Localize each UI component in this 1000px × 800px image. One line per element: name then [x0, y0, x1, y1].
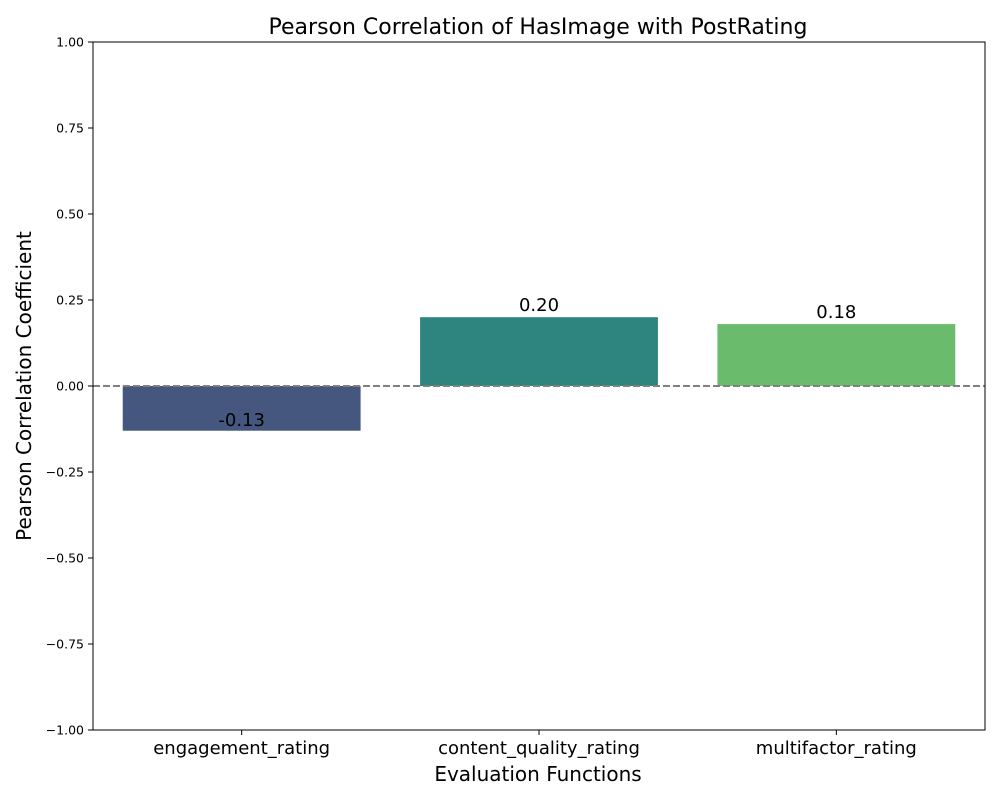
y-tick-label: −0.50	[46, 551, 84, 566]
y-tick-label: −1.00	[46, 723, 84, 738]
x-tick-label-content_quality_rating: content_quality_rating	[438, 738, 640, 759]
y-tick-label: −0.75	[46, 637, 84, 652]
y-tick-label: −0.25	[46, 465, 84, 480]
bar-multifactor_rating	[717, 324, 956, 386]
y-tick-label: 0.25	[56, 293, 84, 308]
y-tick-label: 0.50	[56, 207, 84, 222]
y-tick-label: 0.75	[56, 121, 84, 136]
bar-content_quality_rating	[420, 317, 658, 386]
x-tick-label-engagement_rating: engagement_rating	[153, 738, 330, 759]
y-tick-label: 1.00	[56, 35, 84, 50]
data-label-multifactor_rating: 0.18	[816, 302, 856, 323]
x-axis-label: Evaluation Functions	[434, 762, 641, 786]
bar-engagement_rating	[122, 386, 361, 431]
data-label-content_quality_rating: 0.20	[519, 295, 559, 316]
y-axis-label: Pearson Correlation Coefficient	[12, 231, 36, 541]
plot-area: -0.13 0.20 0.18 −1.00 −0.75 −0.50 −0.25 0.00 0.2…	[46, 35, 986, 759]
x-tick-label-multifactor_rating: multifactor_rating	[756, 738, 917, 759]
chart-title: Pearson Correlation of HasImage with Pos…	[269, 15, 808, 40]
y-tick-label: 0.00	[56, 379, 84, 394]
data-label-engagement_rating: -0.13	[218, 410, 265, 431]
